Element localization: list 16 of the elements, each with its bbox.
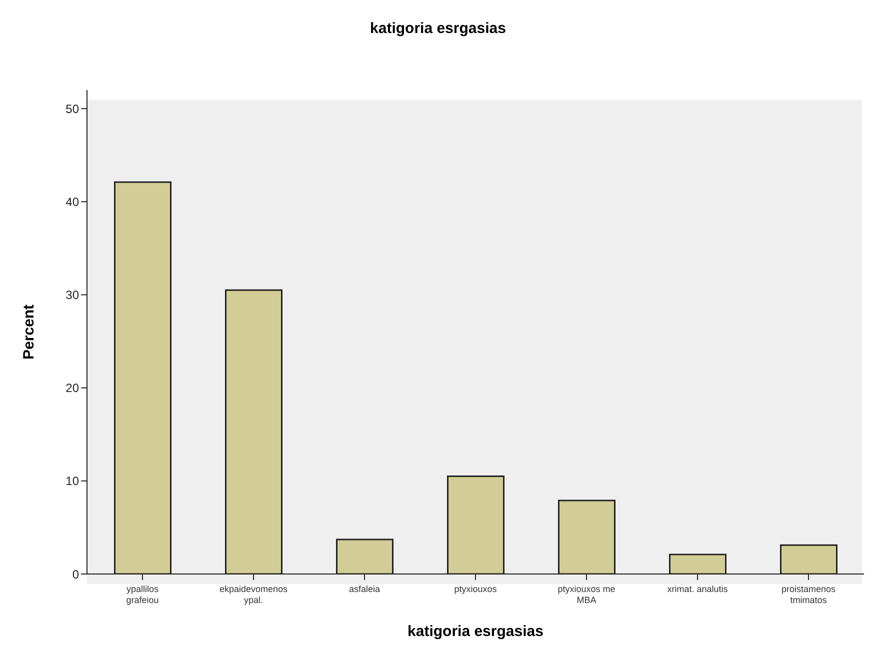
y-tick-label: 50	[66, 102, 80, 116]
x-tick-label: ptyxiouxos me MBA	[558, 584, 616, 605]
x-axis-title: katigoria esrgasias	[408, 623, 544, 640]
x-tick-label: ypallilos grafeiou	[126, 584, 160, 605]
x-tick-label: xrimat. analutis	[667, 584, 728, 594]
y-axis-title: Percent	[20, 304, 38, 360]
x-tick-label: ptyxiouxos	[454, 584, 498, 594]
y-tick-label: 0	[72, 567, 80, 582]
chart-title: katigoria esrgasias	[369, 19, 507, 39]
y-tick-label: 40	[66, 194, 80, 209]
y-tick-label: 30	[66, 288, 80, 302]
y-tick-label: 20	[66, 381, 80, 396]
x-tick-label: asfaleia	[348, 584, 380, 594]
x-tick-label: proistamenos tmimatos	[781, 584, 836, 605]
y-tick-label: 10	[66, 474, 80, 488]
x-tick-label: ekpaidevomenos ypal.	[219, 584, 288, 605]
